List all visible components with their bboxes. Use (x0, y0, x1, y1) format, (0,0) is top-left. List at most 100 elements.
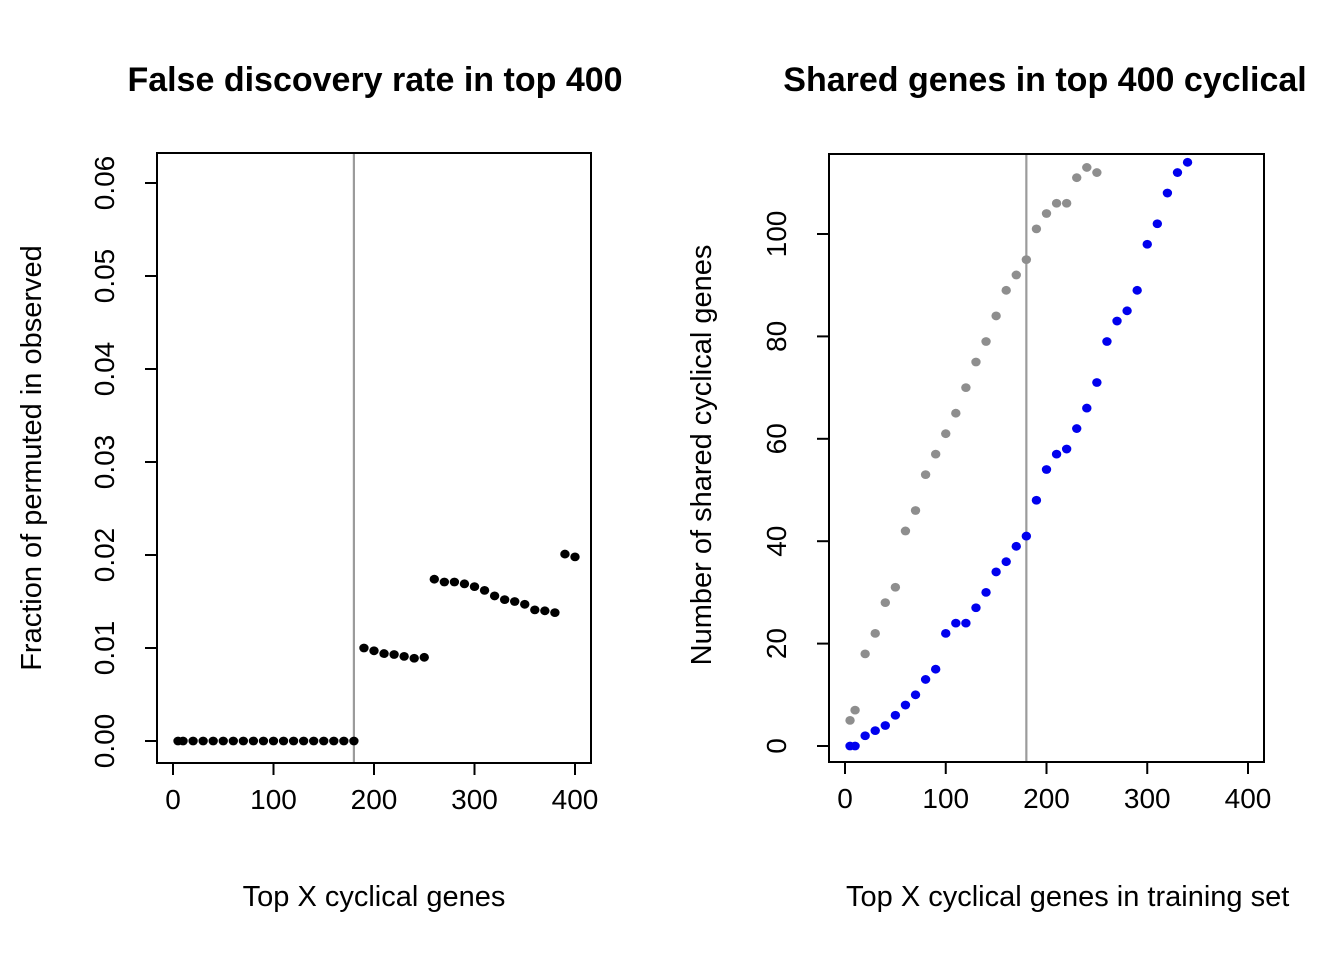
training-shared-point (941, 429, 951, 439)
training-shared-point (845, 716, 855, 725)
training-shared-point (1041, 209, 1052, 218)
test-shared-point (910, 690, 921, 700)
test-shared-point (860, 731, 870, 741)
test-shared-point (1092, 378, 1102, 387)
left-plot-box (156, 152, 592, 764)
training-shared-point (1092, 168, 1102, 177)
test-shared-point (1182, 157, 1193, 167)
fdr-point (429, 574, 439, 584)
training-shared-point (981, 337, 991, 346)
test-shared-point (1082, 403, 1092, 413)
test-shared-point (1031, 495, 1042, 505)
fdr-point (309, 736, 319, 746)
x-tick-label: 400 (552, 784, 599, 815)
fdr-point (419, 652, 429, 662)
training-shared-point (1082, 163, 1092, 172)
test-shared-point (890, 710, 901, 720)
fdr-point (510, 597, 520, 606)
test-shared-point (1011, 541, 1021, 551)
test-shared-point (1102, 337, 1112, 346)
test-shared-point (1122, 306, 1132, 316)
test-shared-point (981, 588, 991, 597)
y-tick-label: 0.00 (89, 714, 120, 769)
right-plot-box (828, 153, 1265, 763)
training-shared-point (971, 357, 981, 367)
training-shared-point (860, 649, 870, 659)
test-shared-point (900, 700, 911, 710)
test-shared-point (1061, 444, 1072, 454)
test-shared-point (880, 721, 890, 730)
fdr-point (248, 736, 259, 746)
fdr-point (188, 736, 198, 746)
y-tick-label: 0.01 (89, 621, 120, 676)
fdr-point (319, 736, 329, 746)
test-shared-point (971, 603, 981, 613)
fdr-point (369, 646, 379, 656)
training-shared-point (1021, 255, 1032, 264)
test-shared-point (1132, 285, 1142, 295)
test-shared-point (930, 664, 941, 674)
y-tick-label: 0.06 (89, 156, 120, 211)
fdr-point (439, 577, 450, 587)
fdr-point (520, 599, 530, 609)
test-shared-point (1051, 449, 1062, 459)
x-tick-label: 400 (1225, 783, 1272, 814)
training-shared-point (1011, 270, 1021, 280)
x-tick-label: 300 (1124, 783, 1171, 814)
left-x-axis-label: Top X cyclical genes (242, 881, 506, 913)
y-tick-label: 80 (761, 321, 792, 352)
test-shared-point (1001, 557, 1011, 567)
y-tick-label: 0.04 (89, 342, 120, 397)
fdr-point (278, 736, 289, 746)
test-shared-point (1072, 424, 1082, 433)
fdr-point (339, 736, 349, 746)
test-shared-point (951, 618, 961, 628)
fdr-point (409, 653, 419, 663)
training-shared-point (1061, 198, 1072, 208)
y-tick-label: 0 (761, 738, 792, 754)
y-tick-label: 0.05 (89, 249, 120, 304)
training-shared-point (1001, 285, 1011, 295)
fdr-point (449, 577, 460, 587)
fdr-point (258, 736, 269, 746)
fdr-point (198, 736, 208, 746)
training-shared-point (850, 705, 860, 715)
y-tick-label: 60 (761, 423, 792, 454)
test-shared-point (941, 628, 951, 638)
test-shared-point (1142, 239, 1152, 249)
fdr-point (359, 643, 369, 653)
training-shared-point (991, 311, 1001, 321)
test-shared-point (991, 567, 1001, 577)
training-shared-point (1051, 198, 1062, 208)
test-shared-point (1162, 188, 1173, 198)
x-tick-label: 0 (837, 783, 853, 814)
training-shared-point (910, 506, 921, 515)
y-tick-label: 100 (761, 211, 792, 258)
fdr-point (570, 552, 580, 562)
training-shared-point (961, 383, 971, 392)
fdr-point (329, 736, 339, 746)
x-tick-label: 0 (165, 784, 181, 815)
test-shared-point (1041, 465, 1052, 474)
right-panel-title: Shared genes in top 400 cyclical (783, 61, 1307, 99)
fdr-point (218, 736, 228, 746)
y-tick-label: 20 (761, 628, 792, 659)
training-shared-point (870, 628, 880, 638)
fdr-point (268, 736, 279, 746)
fdr-point (459, 579, 470, 589)
y-tick-label: 0.03 (89, 435, 120, 490)
fdr-point (238, 736, 249, 746)
training-shared-point (1072, 173, 1082, 183)
fdr-point (550, 608, 560, 618)
test-shared-point (850, 741, 860, 751)
fdr-point (208, 736, 218, 746)
test-shared-point (1021, 531, 1032, 541)
fdr-point (298, 736, 309, 746)
test-shared-point (870, 726, 880, 736)
x-tick-label: 200 (351, 784, 398, 815)
y-tick-label: 0.02 (89, 528, 120, 583)
fdr-point (288, 736, 299, 746)
training-shared-point (951, 408, 961, 418)
